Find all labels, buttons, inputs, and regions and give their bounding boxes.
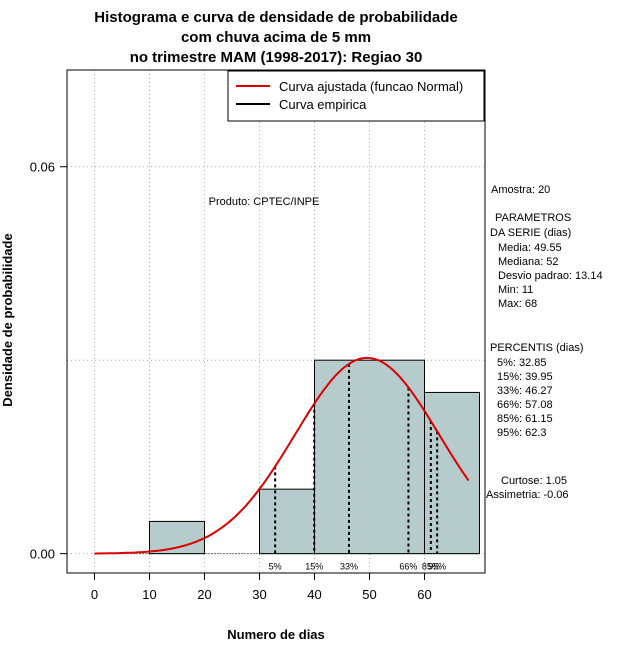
- skewness: Assimetria: -0.06: [486, 489, 569, 501]
- percentile-label: 5%: [269, 562, 282, 572]
- stats-panel: Amostra: 20 PARAMETROS DA SERIE (dias) M…: [486, 184, 603, 501]
- x-tick-label: 60: [417, 587, 431, 602]
- legend: Curva ajustada (funcao Normal) Curva emp…: [227, 70, 485, 122]
- params-header-1: PARAMETROS: [495, 212, 571, 224]
- pct-85: 85%: 61.15: [497, 413, 553, 425]
- param-max: Max: 68: [498, 298, 537, 310]
- param-median: Mediana: 52: [498, 256, 559, 268]
- pct-66: 66%: 57.08: [497, 399, 553, 411]
- x-tick-label: 10: [142, 587, 156, 602]
- histogram-bar: [259, 488, 315, 555]
- percentile-lines: 5% 15% 33% 66% 85%95%: [269, 363, 446, 572]
- percentile-label: 95%: [428, 562, 446, 572]
- chart-title-line-3: no trimestre MAM (1998-2017): Regiao 30: [130, 49, 423, 66]
- x-tick-label: 30: [252, 587, 266, 602]
- axes: 0 10 20 30 40 50 60 0.00 0.06: [30, 69, 486, 602]
- percentile-label: 33%: [340, 562, 358, 572]
- y-tick-label: 0.06: [30, 160, 55, 175]
- x-axis-title: Numero de dias: [227, 627, 325, 642]
- x-tick-label: 0: [91, 587, 98, 602]
- histogram-bar: [149, 520, 205, 555]
- pct-95: 95%: 62.3: [497, 427, 547, 439]
- x-tick-label: 40: [307, 587, 321, 602]
- chart-title-line-1: Histograma e curva de densidade de proba…: [94, 9, 457, 26]
- params-header-2: DA SERIE (dias): [490, 227, 571, 239]
- histogram-bar: [424, 391, 480, 555]
- product-label: Produto: CPTEC/INPE: [209, 196, 320, 208]
- normal-curve-line: [94, 356, 470, 555]
- param-mean: Media: 49.55: [498, 242, 562, 254]
- percentile-label: 15%: [305, 562, 323, 572]
- legend-box: [227, 70, 485, 122]
- percentile-label: 66%: [399, 562, 417, 572]
- percentiles-header: PERCENTIS (dias): [490, 342, 584, 354]
- chart-title-line-2: com chuva acima de 5 mm: [181, 29, 371, 46]
- histogram-bars: [149, 359, 480, 555]
- legend-label-empirical: Curva empirica: [279, 97, 367, 112]
- legend-label-normal: Curva ajustada (funcao Normal): [279, 79, 463, 94]
- pct-15: 15%: 39.95: [497, 371, 553, 383]
- pct-5: 5%: 32.85: [497, 357, 547, 369]
- pct-33: 33%: 46.27: [497, 385, 553, 397]
- y-axis-title: Densidade de probabilidade: [0, 233, 15, 406]
- sample-size: Amostra: 20: [491, 184, 550, 196]
- kurtosis: Curtose: 1.05: [501, 475, 567, 487]
- x-tick-label: 20: [197, 587, 211, 602]
- plot-border: [66, 69, 486, 574]
- param-sd: Desvio padrao: 13.14: [498, 270, 603, 282]
- x-tick-label: 50: [362, 587, 376, 602]
- histogram-bar: [314, 359, 425, 555]
- normal-curve: [94, 356, 470, 555]
- param-min: Min: 11: [498, 284, 533, 296]
- y-tick-label: 0.00: [30, 547, 55, 562]
- percentile-label: 85%: [422, 562, 440, 572]
